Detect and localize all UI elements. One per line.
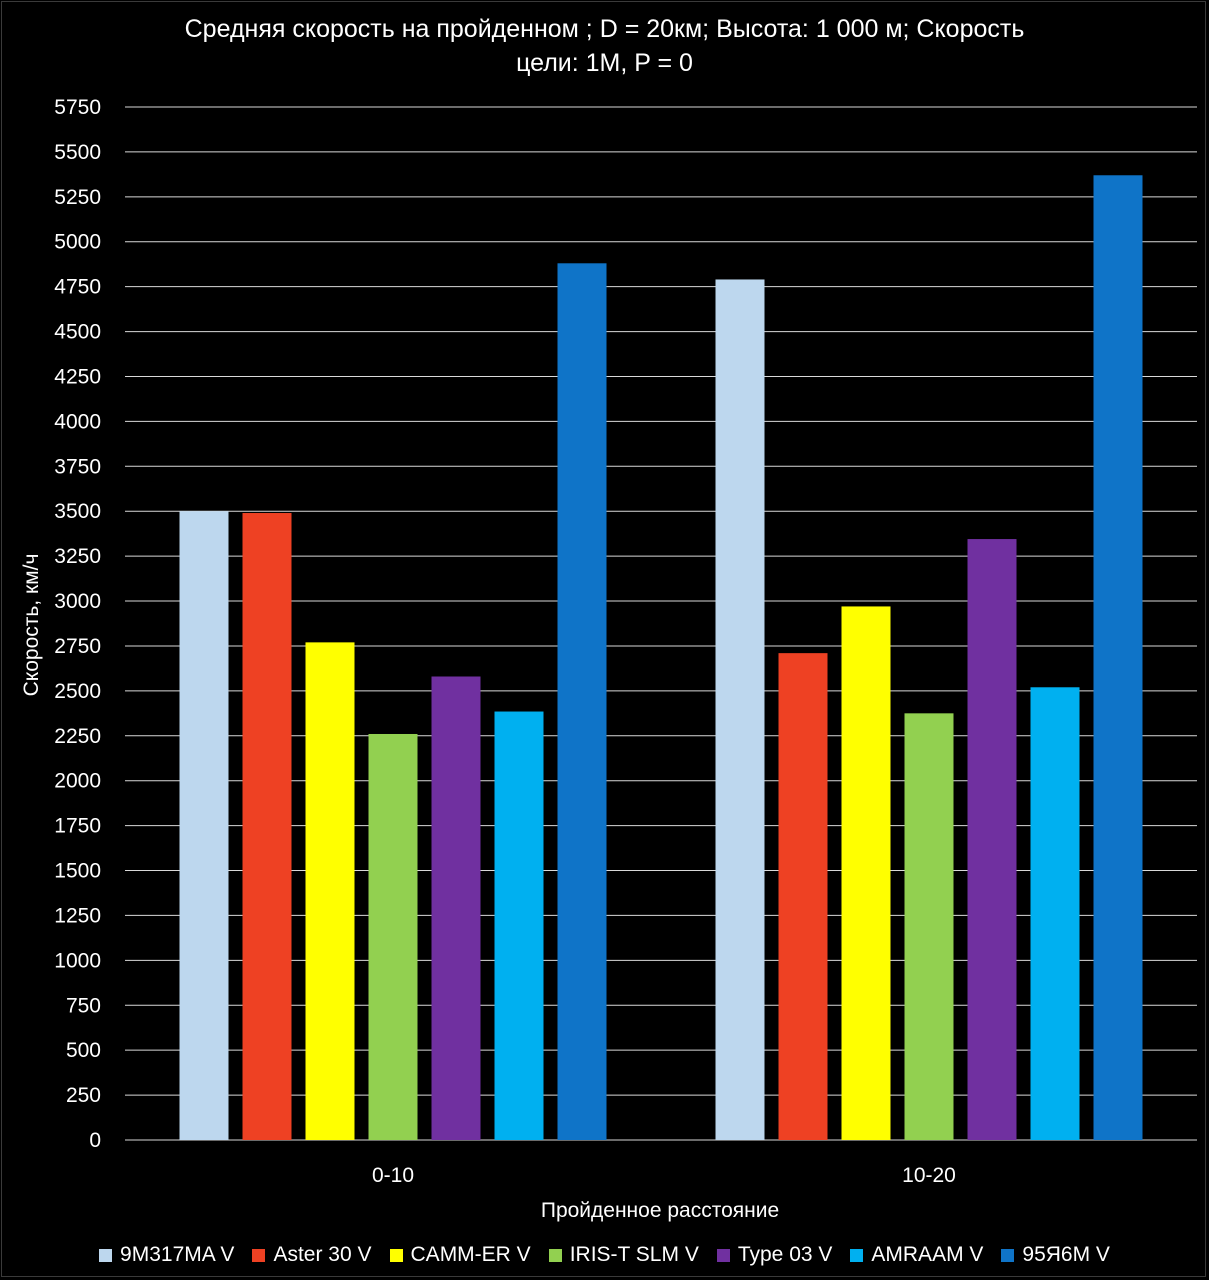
legend-item: 9M317MA V	[99, 1243, 234, 1267]
y-tick-label: 750	[66, 994, 101, 1017]
y-tick-label: 0	[89, 1129, 101, 1152]
y-tick-label: 3500	[54, 500, 101, 523]
x-axis-label: Пройденное расстояние	[541, 1199, 779, 1222]
bar	[368, 733, 418, 1140]
y-tick-label: 5000	[54, 231, 101, 254]
y-tick-label: 3000	[54, 590, 101, 613]
bar	[1030, 687, 1080, 1140]
bar	[1093, 175, 1143, 1140]
y-tick-label: 3750	[54, 455, 101, 478]
y-tick-label: 4250	[54, 365, 101, 388]
bar	[778, 653, 828, 1140]
legend-label: CAMM-ER V	[410, 1243, 531, 1266]
y-tick-label: 2250	[54, 725, 101, 748]
bar	[557, 263, 607, 1141]
legend-swatch	[548, 1248, 562, 1262]
bar	[841, 606, 891, 1140]
bar	[715, 279, 765, 1141]
y-tick-label: 1250	[54, 904, 101, 927]
y-tick-label: 3250	[54, 545, 101, 568]
legend-label: 9M317MA V	[120, 1243, 235, 1266]
legend-item: Aster 30 V	[252, 1243, 372, 1267]
legend-item: IRIS-T SLM V	[548, 1243, 699, 1267]
y-tick-label: 2750	[54, 635, 101, 658]
y-tick-label: 2500	[54, 680, 101, 703]
legend-swatch	[99, 1248, 113, 1262]
y-tick-label: 1500	[54, 860, 101, 883]
y-tick-label: 5250	[54, 186, 101, 209]
x-tick-label: 10-20	[902, 1164, 956, 1187]
legend-swatch	[1001, 1248, 1015, 1262]
bar-chart: 0 250 500 750 1000 1250 1500 1750 2000 2250 2500 27…	[20, 96, 1197, 1222]
legend-swatch	[389, 1248, 403, 1262]
chart-title-line-2: цели: 1M, P = 0	[516, 49, 693, 77]
legend-label: Aster 30 V	[273, 1243, 372, 1266]
legend-swatch	[716, 1248, 730, 1262]
y-tick-label: 2000	[54, 770, 101, 793]
legend-label: IRIS-T SLM V	[569, 1243, 699, 1266]
gridlines	[125, 106, 1197, 1141]
bar	[431, 676, 481, 1140]
x-tick-labels: 0-10 10-20	[372, 1164, 956, 1187]
legend-label: 95Я6M V	[1022, 1243, 1110, 1266]
bar	[179, 511, 229, 1140]
y-tick-label: 4500	[54, 321, 101, 344]
y-tick-label: 4750	[54, 276, 101, 299]
legend-item: 95Я6M V	[1001, 1243, 1110, 1267]
bar	[904, 713, 954, 1140]
y-axis-label: Скорость, км/ч	[20, 554, 43, 697]
bar	[967, 539, 1017, 1140]
y-tick-label: 4000	[54, 410, 101, 433]
y-tick-label: 1000	[54, 949, 101, 972]
legend-item: CAMM-ER V	[389, 1243, 531, 1267]
legend-swatch	[252, 1248, 266, 1262]
y-tick-label: 500	[66, 1039, 101, 1062]
y-tick-label: 5500	[54, 141, 101, 164]
x-tick-label: 0-10	[372, 1164, 414, 1187]
legend-item: AMRAAM V	[850, 1243, 983, 1267]
chart-title: Средняя скорость на пройденном ; D = 20к…	[0, 12, 1209, 80]
bar	[305, 642, 355, 1140]
legend-swatch	[850, 1248, 864, 1262]
y-tick-label: 1750	[54, 815, 101, 838]
chart-title-line-1: Средняя скорость на пройденном ; D = 20к…	[184, 15, 1025, 43]
bar	[242, 513, 292, 1140]
bar	[494, 711, 544, 1140]
y-tick-labels: 0 250 500 750 1000 1250 1500 1750 2000 2250 2500 27…	[54, 96, 101, 1152]
y-tick-label: 5750	[54, 96, 101, 119]
legend-item: Type 03 V	[716, 1243, 833, 1267]
legend-label: Type 03 V	[737, 1243, 833, 1266]
legend-label: AMRAAM V	[871, 1243, 984, 1266]
y-tick-label: 250	[66, 1084, 101, 1107]
legend: 9M317MA V Aster 30 V CAMM-ER V IRIS-T SLM V…	[0, 1240, 1209, 1270]
bars	[179, 175, 1143, 1141]
